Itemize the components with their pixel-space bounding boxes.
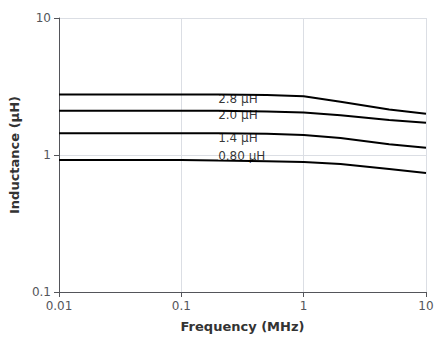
svg-text:1: 1 xyxy=(43,148,51,162)
svg-text:10: 10 xyxy=(36,11,51,25)
svg-text:Frequency (MHz): Frequency (MHz) xyxy=(181,319,305,334)
svg-text:0.01: 0.01 xyxy=(46,299,73,313)
svg-text:Inductance (μH): Inductance (μH) xyxy=(7,96,22,214)
svg-text:0.80 μH: 0.80 μH xyxy=(218,148,266,163)
svg-text:10: 10 xyxy=(418,299,433,313)
svg-text:1: 1 xyxy=(300,299,308,313)
svg-text:0.1: 0.1 xyxy=(32,285,51,299)
svg-text:2.8 μH: 2.8 μH xyxy=(218,91,258,106)
svg-text:2.0 μH: 2.0 μH xyxy=(218,108,258,122)
svg-text:0.1: 0.1 xyxy=(172,299,191,313)
svg-text:1.4 μH: 1.4 μH xyxy=(218,131,258,146)
